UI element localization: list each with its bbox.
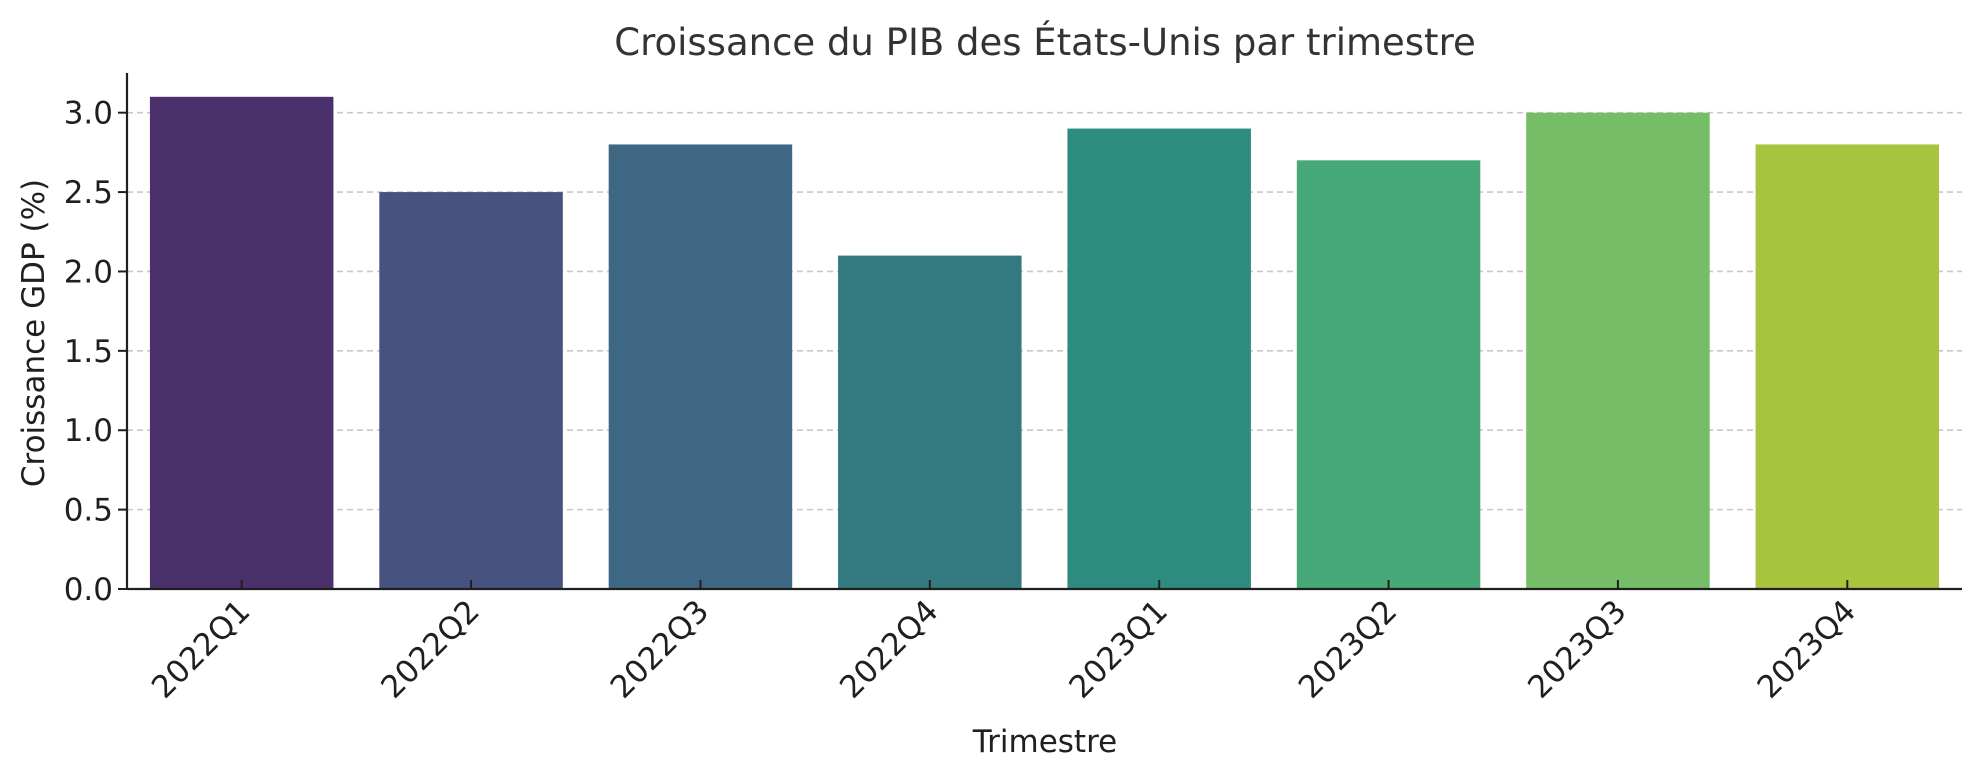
bar-2022Q1 [149,96,334,590]
x-axis-label: Trimestre [972,724,1117,760]
x-tick-label: 2022Q1 [145,593,257,705]
bar-2022Q2 [379,192,563,590]
y-tick-label: 2.5 [64,175,113,211]
chart-title: Croissance du PIB des États-Unis par tri… [614,20,1475,64]
x-tick-label: 2023Q2 [1292,593,1404,705]
x-tick-label: 2022Q4 [833,593,945,705]
x-tick-label: 2023Q1 [1062,593,1174,705]
x-tick-label: 2022Q2 [374,593,486,705]
x-tick-label: 2023Q4 [1751,593,1863,705]
bar-2022Q4 [838,255,1022,590]
bars-layer [149,96,1940,590]
y-tick-label: 0.0 [64,572,113,608]
x-tick-label: 2023Q3 [1521,593,1633,705]
y-tick-label: 2.0 [64,254,113,290]
y-tick-label: 1.0 [64,413,113,449]
y-tick-label: 3.0 [64,96,113,132]
bar-2022Q3 [608,144,793,589]
y-tick-label: 1.5 [64,334,113,370]
y-axis-label: Croissance GDP (%) [16,179,52,487]
y-tick-label: 0.5 [64,493,113,529]
bar-2023Q1 [1067,128,1251,590]
bar-2023Q4 [1755,144,1940,589]
bar-2023Q2 [1296,160,1481,590]
bar-2023Q3 [1526,112,1710,589]
axes-layer [118,73,1962,591]
x-tick-label: 2022Q3 [604,593,716,705]
